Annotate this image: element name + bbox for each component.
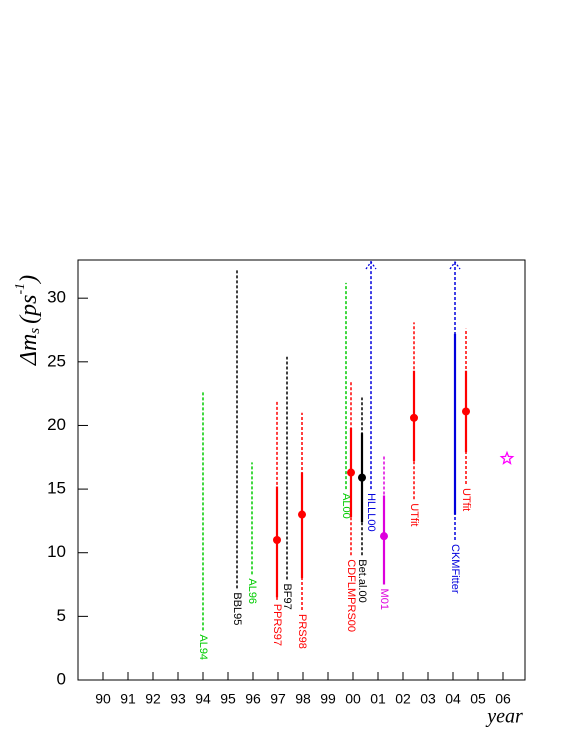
x-axis-label: year (485, 706, 523, 728)
series-label: AL00 (340, 493, 352, 519)
y-tick-label: 10 (47, 542, 66, 561)
open-arrow (365, 260, 377, 270)
y-tick-label: 20 (47, 415, 66, 434)
y-tick-label: 25 (47, 351, 66, 370)
y-axis-label: Δms(ps-1) (13, 275, 43, 366)
x-tick-label: 97 (270, 691, 286, 707)
series-label: HLLL00 (365, 493, 377, 532)
y-tick-label: 30 (47, 288, 66, 307)
x-tick-label: 99 (320, 691, 336, 707)
point (410, 413, 418, 422)
x-tick-label: 00 (345, 691, 361, 707)
series-label: BBL95 (231, 592, 243, 625)
series-label: AL94 (197, 634, 209, 660)
x-tick-label: 03 (420, 691, 436, 707)
x-tick-label: 93 (170, 691, 186, 707)
y-tick-label: 5 (57, 606, 66, 625)
point (273, 536, 281, 544)
x-tick-label: 01 (370, 691, 386, 707)
y-tick-label: 0 (57, 669, 66, 688)
series-label: PPRS97 (271, 604, 283, 646)
star-point (499, 450, 515, 465)
x-tick-label: 06 (495, 691, 511, 707)
series-label: M01 (378, 589, 390, 610)
series-label: CKMFitter (449, 544, 461, 594)
series-label: PRS98 (296, 614, 308, 649)
series-label: UTfit (460, 488, 472, 511)
series-label: Bet.al.00 (356, 559, 368, 602)
series-label: CDFLMPRS00 (345, 559, 357, 632)
plot-frame (77, 259, 526, 681)
x-tick-label: 91 (120, 691, 136, 707)
series-label: UTfit (408, 503, 420, 526)
series-label: AL96 (246, 578, 258, 604)
point (462, 407, 470, 416)
x-tick-label: 90 (95, 691, 111, 707)
x-tick-label: 96 (245, 691, 261, 707)
point (298, 510, 306, 519)
x-tick-label: 04 (445, 691, 461, 707)
x-tick-label: 02 (395, 691, 411, 707)
point (347, 468, 355, 477)
x-tick-label: 05 (470, 691, 486, 707)
x-tick-label: 94 (195, 691, 211, 707)
series-label: BF97 (281, 583, 293, 609)
x-tick-label: 92 (145, 691, 161, 707)
point (380, 532, 388, 541)
y-tick-label: 15 (47, 479, 66, 498)
x-tick-label: 95 (220, 691, 236, 707)
point (358, 473, 366, 482)
x-tick-label: 98 (295, 691, 311, 707)
open-arrow (449, 260, 461, 270)
